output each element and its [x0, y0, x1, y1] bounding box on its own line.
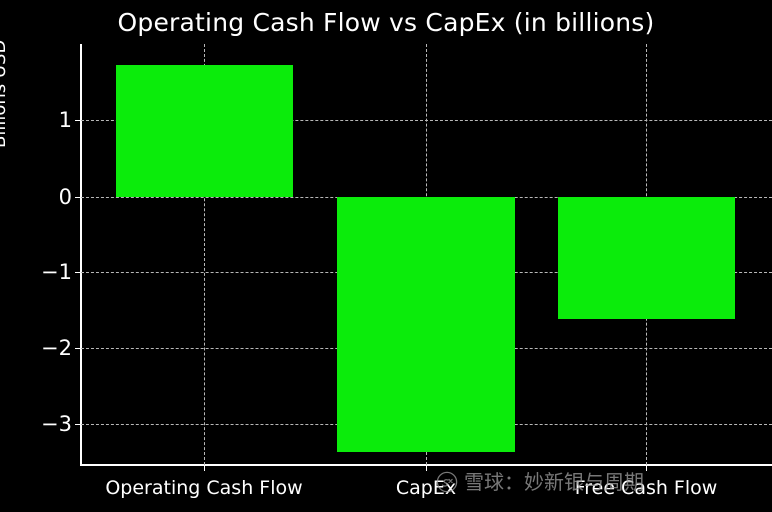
y-tick-mark-1 [75, 120, 81, 121]
bar-free-cash-flow[interactable] [558, 197, 735, 320]
chart-title: Operating Cash Flow vs CapEx (in billion… [117, 8, 655, 37]
y-tick-label-1: 1 [58, 108, 72, 132]
x-tick-mark-free-cash-flow [646, 465, 647, 471]
gridline-x-operating-cash-flow [204, 44, 205, 465]
x-tick-label-free-cash-flow: Free Cash Flow [574, 477, 718, 499]
y-tick-label-neg1: −1 [41, 260, 72, 284]
y-tick-mark-neg1 [75, 272, 81, 273]
y-axis-spine [80, 44, 82, 466]
bar-operating-cash-flow[interactable] [116, 64, 293, 197]
x-tick-label-capex: CapEx [395, 477, 457, 499]
y-tick-label-neg3: −3 [41, 412, 72, 436]
y-tick-label-0: 0 [58, 185, 72, 209]
x-tick-label-operating-cash-flow: Operating Cash Flow [105, 477, 303, 499]
y-tick-mark-neg2 [75, 348, 81, 349]
x-tick-mark-operating-cash-flow [204, 465, 205, 471]
y-tick-label-neg2: −2 [41, 336, 72, 360]
bar-capex[interactable] [337, 197, 515, 452]
y-tick-mark-0 [75, 197, 81, 198]
y-tick-mark-neg3 [75, 424, 81, 425]
plot-area [75, 44, 772, 471]
x-tick-mark-capex [426, 465, 427, 471]
